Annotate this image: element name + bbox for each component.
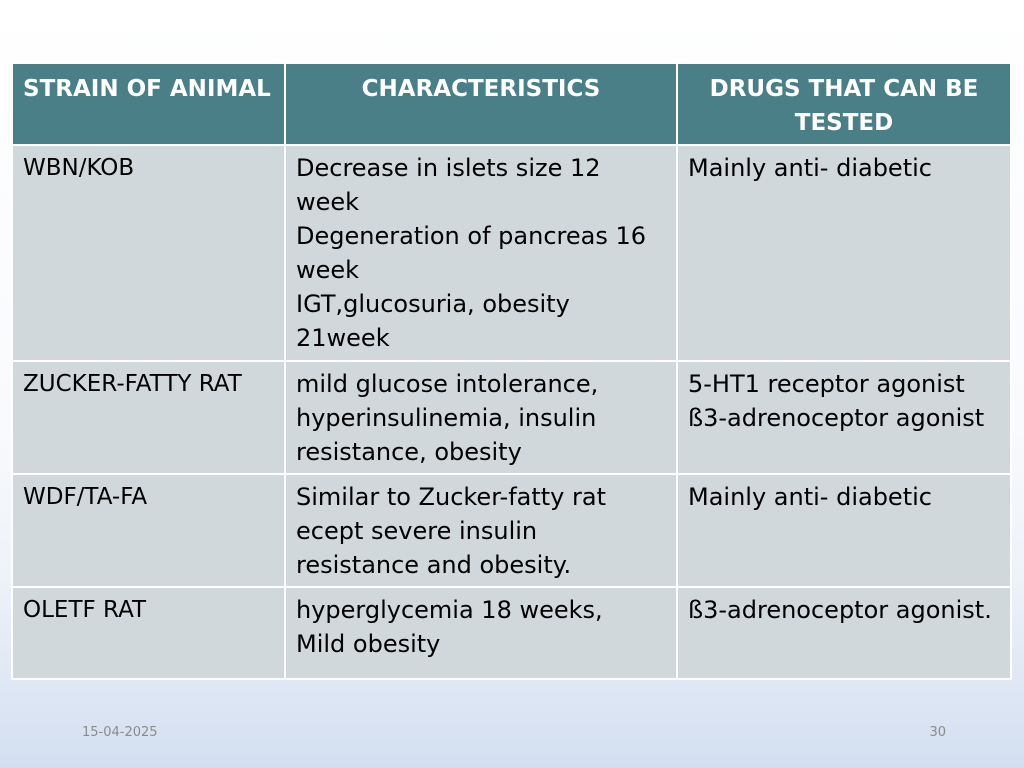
strain-cell: WBN/KOB	[11, 144, 286, 362]
strain-cell: ZUCKER-FATTY RAT	[11, 360, 286, 475]
header-characteristics: CHARACTERISTICS	[284, 62, 678, 146]
animal-strain-table: STRAIN OF ANIMAL CHARACTERISTICS DRUGS T…	[11, 62, 1012, 680]
strain-cell: OLETF RAT	[11, 586, 286, 680]
header-strain-of-animal: STRAIN OF ANIMAL	[11, 62, 286, 146]
table-row: WDF/TA-FA Similar to Zucker-fatty rat ec…	[11, 473, 1012, 588]
characteristics-cell: Decrease in islets size 12 week Degenera…	[284, 144, 678, 362]
table-header-row: STRAIN OF ANIMAL CHARACTERISTICS DRUGS T…	[11, 62, 1012, 146]
table-row: WBN/KOB Decrease in islets size 12 week …	[11, 144, 1012, 362]
table-row: OLETF RAT hyperglycemia 18 weeks, Mild o…	[11, 586, 1012, 680]
slide-date: 15-04-2025	[82, 725, 158, 740]
header-drugs-that-can-be-tested: DRUGS THAT CAN BE TESTED	[676, 62, 1012, 146]
characteristics-cell: hyperglycemia 18 weeks, Mild obesity	[284, 586, 678, 680]
drugs-cell: ß3-adrenoceptor agonist.	[676, 586, 1012, 680]
drugs-cell: 5-HT1 receptor agonist ß3-adrenoceptor a…	[676, 360, 1012, 475]
slide-page-number: 30	[929, 725, 946, 740]
strain-cell: WDF/TA-FA	[11, 473, 286, 588]
table-row: ZUCKER-FATTY RAT mild glucose intoleranc…	[11, 360, 1012, 475]
drugs-cell: Mainly anti- diabetic	[676, 144, 1012, 362]
characteristics-cell: mild glucose intolerance, hyperinsulinem…	[284, 360, 678, 475]
drugs-cell: Mainly anti- diabetic	[676, 473, 1012, 588]
characteristics-cell: Similar to Zucker-fatty rat ecept severe…	[284, 473, 678, 588]
